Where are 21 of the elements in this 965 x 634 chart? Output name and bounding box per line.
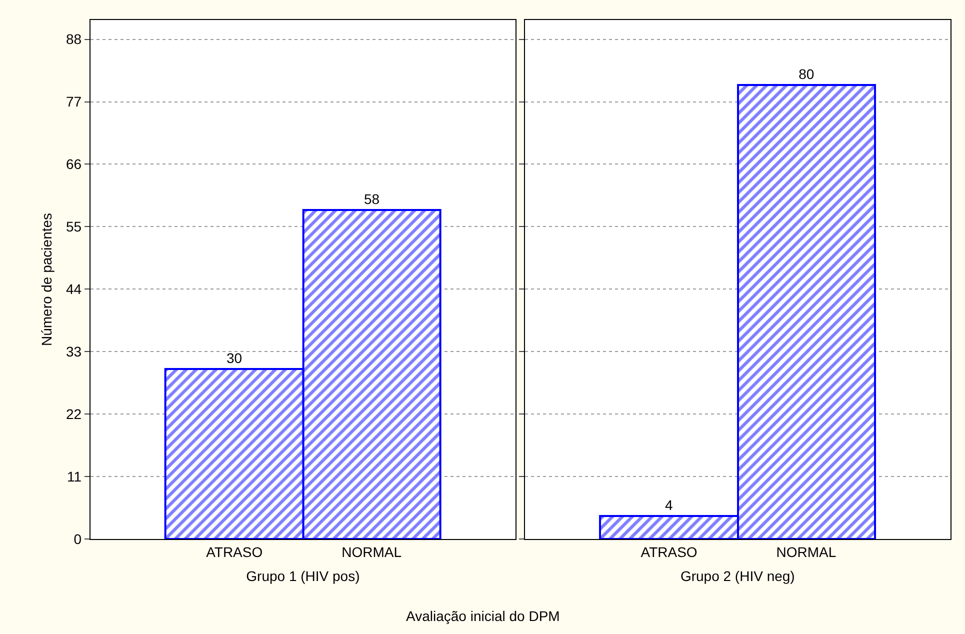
y-tick-label: 0: [74, 530, 82, 547]
y-tick-label: 33: [66, 344, 82, 360]
y-tick-label: 44: [66, 281, 82, 298]
y-tick-label: 88: [66, 31, 82, 48]
y-axis-title: Número de pacientes: [38, 212, 55, 346]
x-tick-label: ATRASO: [640, 544, 698, 560]
y-tick-label: 55: [66, 218, 82, 235]
data-label: 4: [665, 497, 674, 513]
data-label: 30: [226, 350, 242, 366]
text: Avaliação inicial do DPM: [406, 608, 560, 624]
y-tick-label: 11: [66, 468, 82, 484]
data-label: 80: [798, 66, 814, 82]
x-tick-label: NORMAL: [342, 544, 402, 560]
x-tick-label: NORMAL: [776, 544, 836, 560]
y-tick-label: 22: [66, 406, 82, 422]
x-axis-title: Grupo 1 (HIV pos): [246, 568, 360, 584]
y-tick-label: 77: [66, 94, 82, 110]
x-axis-title: Grupo 2 (HIV neg): [680, 568, 795, 584]
x-tick-label: ATRASO: [206, 544, 263, 560]
y-tick-label: 66: [66, 156, 82, 172]
data-label: 58: [364, 191, 380, 207]
